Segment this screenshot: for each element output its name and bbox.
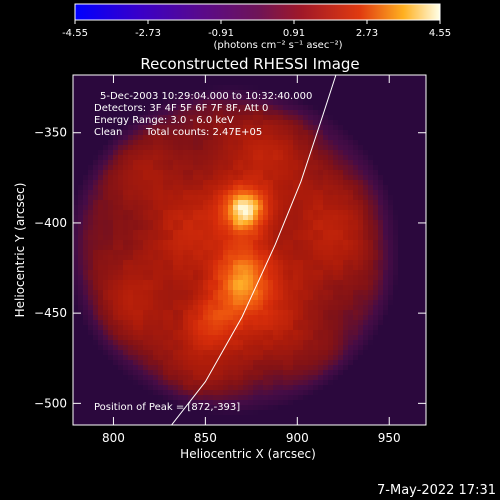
y-axis-label: Heliocentric Y (arcsec) — [13, 183, 27, 318]
plot-area: 800 850 900 950 −350 −400 −450 −500 5-Dec-2003 … — [34, 74, 427, 445]
heatmap-image — [73, 75, 426, 425]
x-tick-label: 900 — [286, 431, 309, 445]
colorbar-tick-label: -0.91 — [208, 28, 234, 39]
colorbar-ticks: -4.55 -2.73 -0.91 0.91 2.73 4.55 — [62, 20, 451, 39]
x-tick-label: 850 — [194, 431, 217, 445]
colorbar-tick-label: 4.55 — [429, 28, 451, 39]
chart-title: Reconstructed RHESSI Image — [140, 55, 359, 73]
colorbar-tick-label: -4.55 — [62, 28, 88, 39]
colorbar-tick-label: -2.73 — [135, 28, 161, 39]
colorbar-strip — [74, 3, 441, 21]
timestamp: 7-May-2022 17:31 — [377, 483, 496, 498]
axes-ticks: 800 850 900 950 −350 −400 −450 −500 — [34, 75, 426, 445]
info-time: 5-Dec-2003 10:29:04.000 to 10:32:40.000 — [100, 91, 312, 102]
info-method: Clean — [94, 127, 122, 138]
x-tick-label: 800 — [102, 431, 125, 445]
info-detectors: Detectors: 3F 4F 5F 6F 7F 8F, Att 0 — [94, 103, 268, 114]
plot-frame — [72, 74, 427, 426]
colorbar-units: (photons cm⁻² s⁻¹ asec⁻²) — [213, 40, 342, 51]
colorbar: -4.55 -2.73 -0.91 0.91 2.73 4.55 (photons cm⁻… — [62, 3, 451, 51]
x-axis-label: Heliocentric X (arcsec) — [180, 447, 316, 461]
info-counts: Total counts: 2.47E+05 — [145, 127, 262, 138]
solar-limb-line — [170, 75, 337, 425]
peak-position-text: Position of Peak = [872,-393] — [94, 402, 240, 413]
colorbar-tick-label: 0.91 — [283, 28, 305, 39]
x-tick-label: 950 — [378, 431, 401, 445]
y-tick-label: −350 — [34, 126, 67, 140]
y-tick-label: −400 — [34, 216, 67, 230]
info-energy: Energy Range: 3.0 - 6.0 keV — [94, 115, 234, 126]
y-tick-label: −450 — [34, 306, 67, 320]
y-tick-label: −500 — [34, 396, 67, 410]
colorbar-tick-label: 2.73 — [356, 28, 378, 39]
